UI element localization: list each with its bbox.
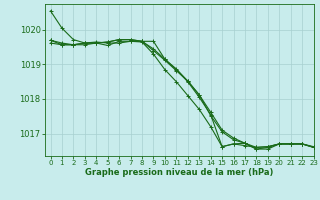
X-axis label: Graphe pression niveau de la mer (hPa): Graphe pression niveau de la mer (hPa) <box>85 168 273 177</box>
